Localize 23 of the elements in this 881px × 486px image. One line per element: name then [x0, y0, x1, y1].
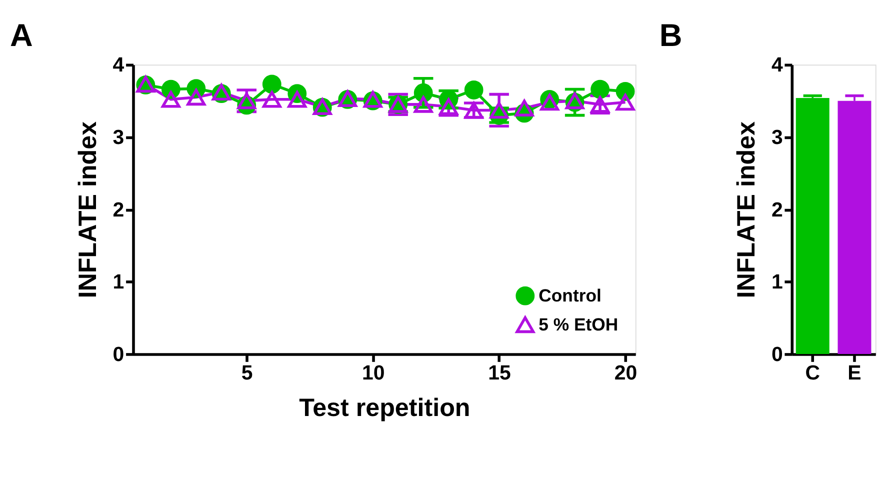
y-tick-label: 2 — [771, 198, 783, 222]
y-axis-title: INFLATE index — [732, 121, 761, 298]
y-tick-label: 4 — [112, 54, 125, 77]
chart-title: B — [659, 17, 682, 54]
y-tick-label: 3 — [771, 126, 783, 149]
legend-label: 5 % EtOH — [538, 314, 618, 334]
x-tick-label: 10 — [362, 362, 385, 385]
x-tick-label: 5 — [241, 362, 253, 385]
x-tick-label: C — [805, 362, 820, 385]
y-tick-label: 2 — [112, 198, 124, 222]
y-axis-title: INFLATE index — [74, 121, 102, 298]
x-tick-label: E — [848, 362, 862, 385]
chart-title: A — [10, 17, 33, 54]
y-tick-label: 1 — [771, 270, 783, 294]
legend-label: Control — [538, 285, 602, 306]
y-tick-label: 4 — [771, 54, 784, 77]
x-tick-label: 15 — [488, 362, 511, 385]
x-tick-label: 20 — [614, 362, 638, 385]
x-axis-title: Test repetition — [299, 394, 470, 422]
y-tick-label: 0 — [771, 342, 783, 366]
y-tick-label: 0 — [112, 342, 124, 366]
y-tick-label: 1 — [112, 270, 124, 294]
y-tick-label: 3 — [112, 126, 124, 149]
